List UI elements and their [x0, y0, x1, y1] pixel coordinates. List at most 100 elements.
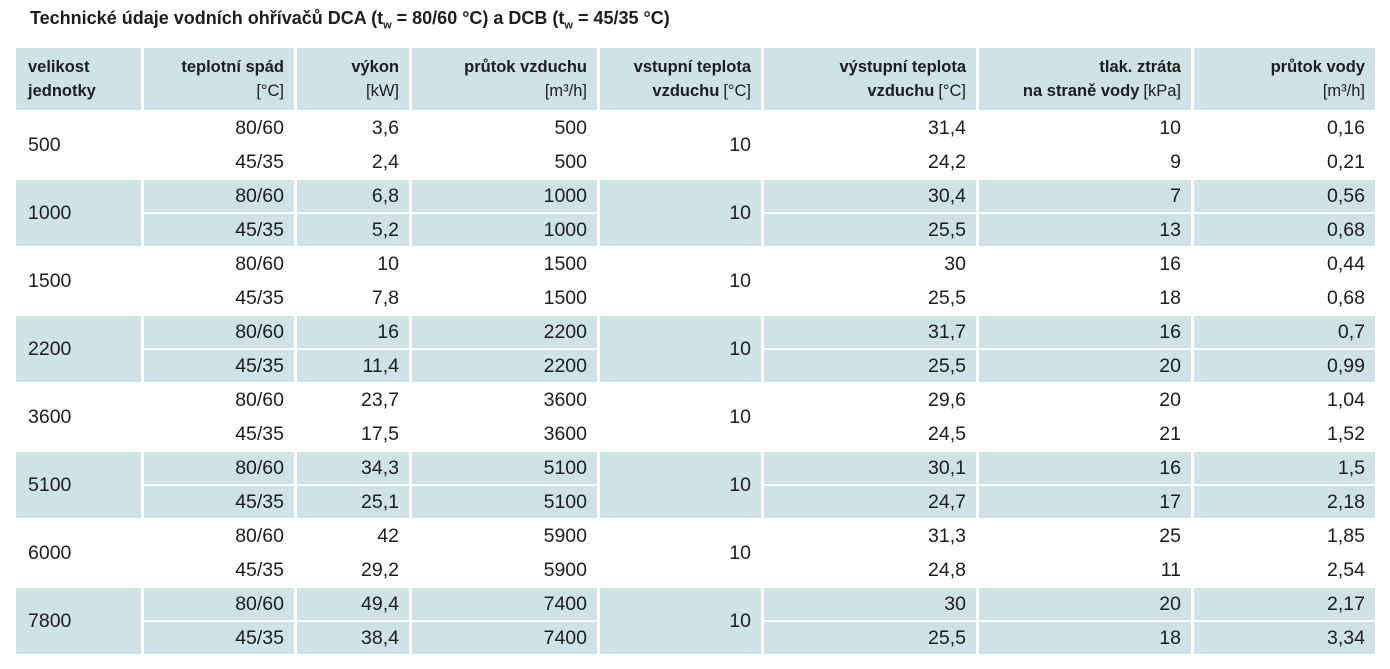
cell-teplotni-spad: 80/60 — [144, 588, 294, 620]
cell-vystupni-teplota: 30,4 — [764, 180, 976, 212]
cell-vstupni-teplota: 10 — [600, 520, 761, 586]
table-row: 45/35 29,2 5900 24,8 11 2,54 — [16, 554, 1375, 586]
cell-vystupni-teplota: 30,1 — [764, 452, 976, 484]
cell-prutok-vzduchu: 3600 — [412, 418, 597, 450]
group-1500: 1500 80/60 10 1500 10 30 16 0,44 45/35 7… — [16, 248, 1375, 314]
cell-tlakova-ztrata: 25 — [979, 520, 1191, 552]
cell-vykon: 17,5 — [297, 418, 409, 450]
table-row: 1500 80/60 10 1500 10 30 16 0,44 — [16, 248, 1375, 314]
cell-vykon: 49,4 — [297, 588, 409, 620]
cell-prutok-vzduchu: 7400 — [412, 588, 597, 620]
title-text: = 80/60 °C) a DCB (t — [391, 8, 565, 28]
table-row: 45/35 25,1 5100 24,7 17 2,18 — [16, 486, 1375, 518]
table-row: 45/35 2,4 500 24,2 9 0,21 — [16, 146, 1375, 178]
cell-prutok-vody: 1,52 — [1194, 418, 1375, 450]
title-subscript-w: w — [383, 19, 392, 32]
header-line2: [m³/h] — [412, 79, 587, 103]
cell-vstupni-teplota: 10 — [600, 248, 761, 314]
table-row: 45/35 38,4 7400 25,5 18 3,34 — [16, 622, 1375, 654]
cell-tlakova-ztrata: 16 — [979, 316, 1191, 348]
cell-vystupni-teplota: 31,7 — [764, 316, 976, 348]
cell-vystupni-teplota: 25,5 — [764, 350, 976, 382]
cell-teplotni-spad: 45/35 — [144, 418, 294, 450]
col-header-vykon: výkon [kW] — [297, 48, 409, 110]
cell-teplotni-spad: 45/35 — [144, 554, 294, 586]
header-line2: na straně vody [kPa] — [979, 79, 1181, 103]
cell-teplotni-spad: 80/60 — [144, 452, 294, 484]
header-unit: [m³/h] — [544, 82, 587, 100]
table-row: 45/35 17,5 3600 24,5 21 1,52 — [16, 418, 1375, 450]
table-row: 7800 80/60 49,4 7400 10 30 20 2,17 — [16, 588, 1375, 654]
cell-tlakova-ztrata: 16 — [979, 248, 1191, 280]
table-row: 2200 80/60 16 2200 10 31,7 16 0,7 — [16, 316, 1375, 382]
table-row: 45/35 7,8 1500 25,5 18 0,68 — [16, 282, 1375, 314]
col-header-prutok-vzduchu: průtok vzduchu [m³/h] — [412, 48, 597, 110]
cell-vystupni-teplota: 30 — [764, 248, 976, 280]
cell-vykon: 16 — [297, 316, 409, 348]
col-header-vystupni-teplota: výstupní teplota vzduchu [°C] — [764, 48, 976, 110]
group-7800: 7800 80/60 49,4 7400 10 30 20 2,17 45/35… — [16, 588, 1375, 654]
table-header: velikost jednotky teplotní spád [°C] výk… — [16, 48, 1375, 110]
cell-tlakova-ztrata: 18 — [979, 622, 1191, 654]
cell-vstupni-teplota: 10 — [600, 316, 761, 382]
header-unit: [°C] — [723, 82, 751, 100]
cell-vystupni-teplota: 24,5 — [764, 418, 976, 450]
header-line1: průtok vzduchu — [464, 58, 587, 76]
cell-vykon: 11,4 — [297, 350, 409, 382]
cell-prutok-vzduchu: 5100 — [412, 452, 597, 484]
cell-teplotni-spad: 80/60 — [144, 520, 294, 552]
cell-tlakova-ztrata: 7 — [979, 180, 1191, 212]
header-line1: průtok vody — [1270, 58, 1365, 76]
cell-teplotni-spad: 80/60 — [144, 384, 294, 416]
cell-teplotni-spad: 45/35 — [144, 282, 294, 314]
cell-tlakova-ztrata: 18 — [979, 282, 1191, 314]
table-row: 1000 80/60 6,8 1000 10 30,4 7 0,56 — [16, 180, 1375, 246]
cell-teplotni-spad: 80/60 — [144, 112, 294, 144]
header-unit: [kW] — [366, 82, 399, 100]
cell-prutok-vody: 0,16 — [1194, 112, 1375, 144]
cell-vystupni-teplota: 30 — [764, 588, 976, 620]
cell-vykon: 6,8 — [297, 180, 409, 212]
cell-vystupni-teplota: 24,8 — [764, 554, 976, 586]
col-header-teplotni-spad: teplotní spád [°C] — [144, 48, 294, 110]
cell-teplotni-spad: 45/35 — [144, 146, 294, 178]
cell-vstupni-teplota: 10 — [600, 588, 761, 654]
cell-teplotni-spad: 80/60 — [144, 316, 294, 348]
title-text: Technické údaje vodních ohřívačů DCA (t — [30, 8, 384, 28]
cell-prutok-vody: 0,99 — [1194, 350, 1375, 382]
cell-teplotni-spad: 45/35 — [144, 214, 294, 246]
cell-prutok-vody: 1,04 — [1194, 384, 1375, 416]
cell-vstupni-teplota: 10 — [600, 452, 761, 518]
header-line2-label: vzduchu — [867, 82, 935, 100]
cell-tlakova-ztrata: 13 — [979, 214, 1191, 246]
cell-tlakova-ztrata: 20 — [979, 588, 1191, 620]
header-line2: jednotky — [28, 79, 141, 103]
cell-prutok-vzduchu: 2200 — [412, 350, 597, 382]
technical-data-table: velikost jednotky teplotní spád [°C] výk… — [13, 46, 1378, 656]
cell-prutok-vzduchu: 1000 — [412, 214, 597, 246]
cell-prutok-vzduchu: 1000 — [412, 180, 597, 212]
cell-vystupni-teplota: 25,5 — [764, 282, 976, 314]
header-line1: výkon — [351, 58, 399, 76]
cell-prutok-vody: 2,18 — [1194, 486, 1375, 518]
group-500: 500 80/60 3,6 500 10 31,4 10 0,16 45/35 … — [16, 112, 1375, 178]
cell-prutok-vody: 1,5 — [1194, 452, 1375, 484]
col-header-velikost: velikost jednotky — [16, 48, 141, 110]
header-line2: [m³/h] — [1194, 79, 1365, 103]
cell-vykon: 5,2 — [297, 214, 409, 246]
col-header-vstupni-teplota: vstupní teplota vzduchu [°C] — [600, 48, 761, 110]
cell-prutok-vzduchu: 5900 — [412, 554, 597, 586]
cell-tlakova-ztrata: 20 — [979, 384, 1191, 416]
table-row: 45/35 5,2 1000 25,5 13 0,68 — [16, 214, 1375, 246]
cell-vykon: 2,4 — [297, 146, 409, 178]
cell-prutok-vody: 3,34 — [1194, 622, 1375, 654]
cell-prutok-vzduchu: 500 — [412, 146, 597, 178]
cell-tlakova-ztrata: 16 — [979, 452, 1191, 484]
cell-prutok-vzduchu: 3600 — [412, 384, 597, 416]
cell-tlakova-ztrata: 20 — [979, 350, 1191, 382]
cell-prutok-vody: 2,17 — [1194, 588, 1375, 620]
cell-tlakova-ztrata: 17 — [979, 486, 1191, 518]
cell-unit-size: 500 — [16, 112, 141, 178]
cell-vystupni-teplota: 31,3 — [764, 520, 976, 552]
